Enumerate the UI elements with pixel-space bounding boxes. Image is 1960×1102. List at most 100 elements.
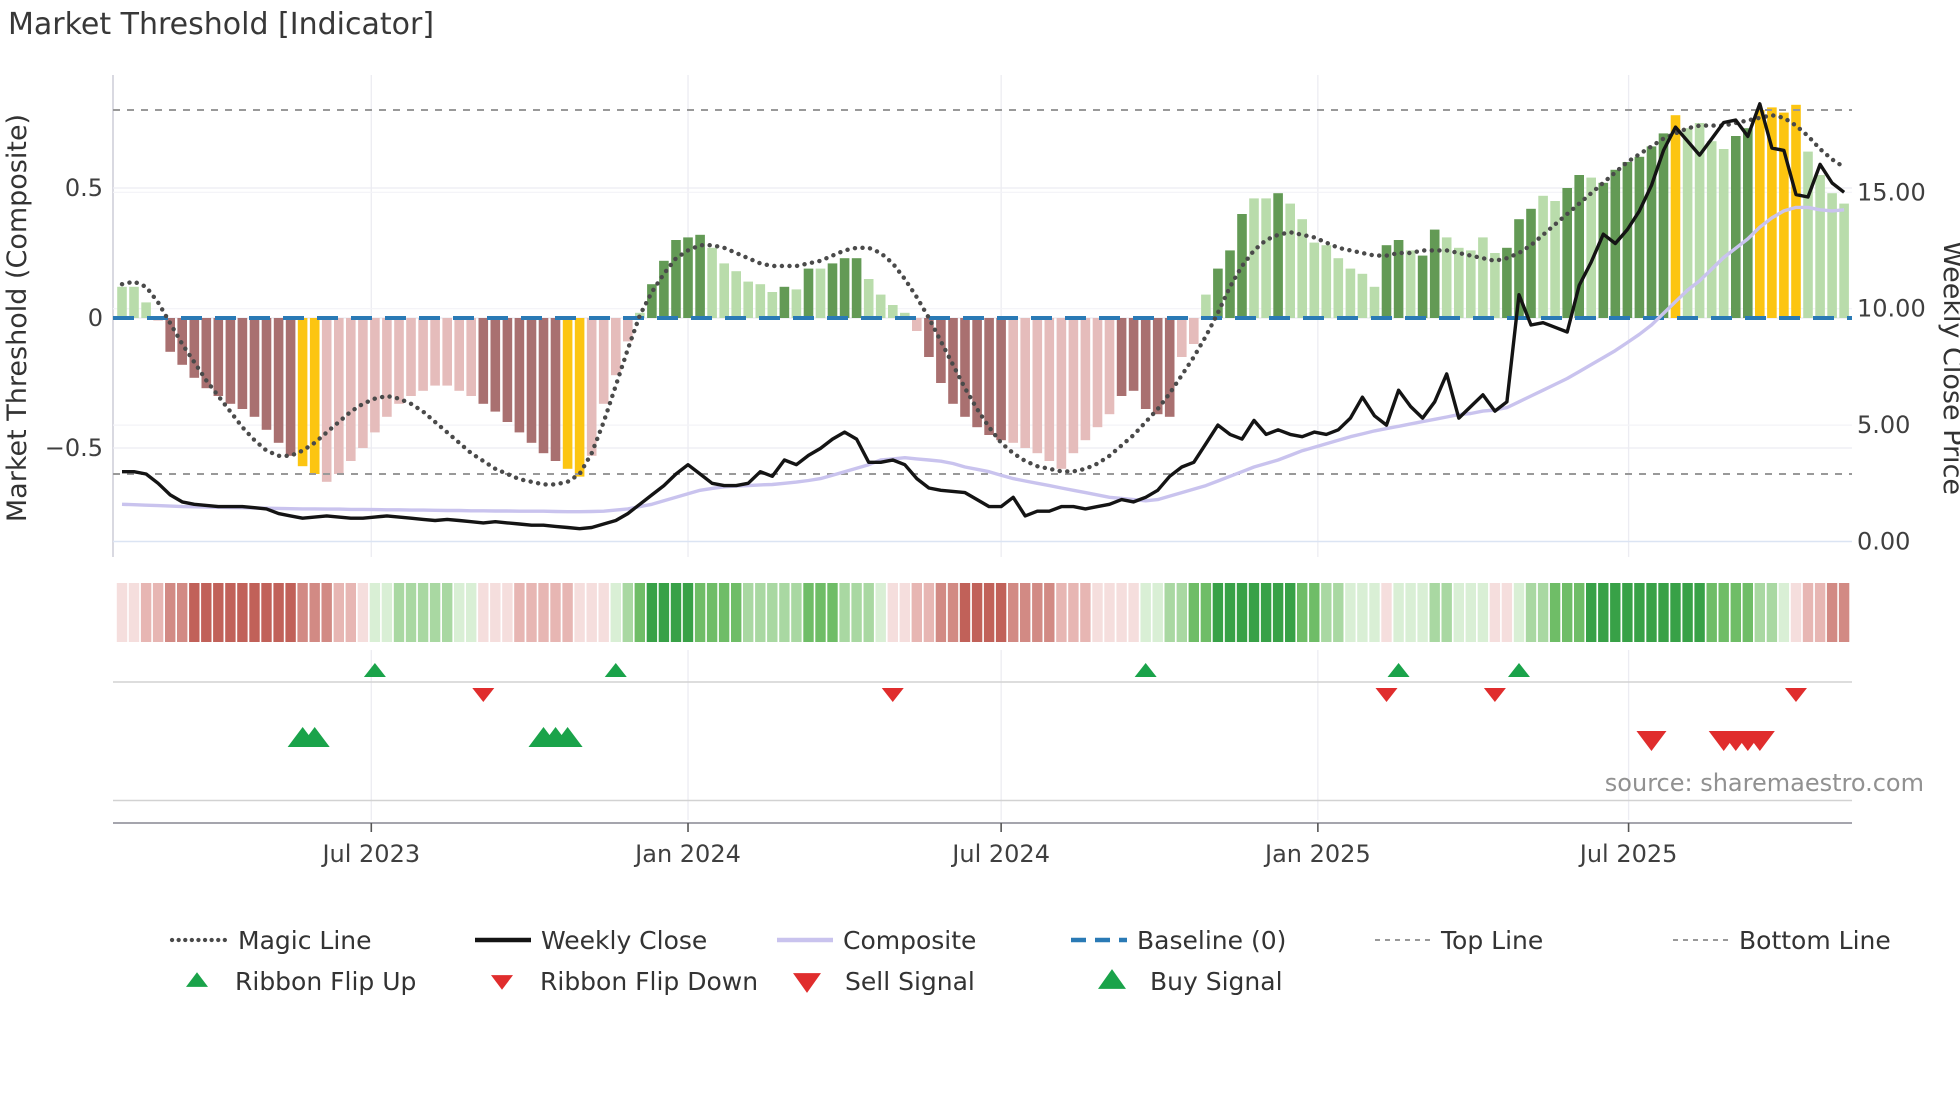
composite-bar: [285, 318, 296, 456]
composite-bar: [1357, 273, 1368, 318]
down-small-red-icon: [491, 975, 513, 990]
ribbon-cell: [321, 583, 332, 642]
ribbon-cell: [417, 583, 429, 642]
composite-bar: [623, 318, 633, 342]
composite-bar: [514, 318, 525, 433]
composite-bar: [129, 286, 139, 318]
composite-bar: [1743, 128, 1753, 318]
composite-bar: [827, 263, 838, 318]
composite-bar: [900, 312, 910, 318]
ribbon-cell: [670, 583, 682, 642]
composite-bar: [261, 318, 272, 430]
x-tick-label: Jul 2025: [1578, 840, 1678, 868]
ribbon-cell: [1092, 583, 1103, 642]
magic-line: [119, 112, 1847, 487]
composite-bar: [863, 279, 874, 318]
composite-line: [121, 205, 1845, 514]
buy-signal-marker: [299, 727, 330, 747]
ribbon-cell: [140, 583, 152, 642]
ribbon-cell: [466, 583, 477, 642]
ribbon-cell: [1140, 583, 1151, 642]
ribbon-cell: [1405, 583, 1416, 642]
composite-bar: [1622, 162, 1633, 318]
right-tick-label: 0.00: [1857, 528, 1910, 556]
legend-label: Buy Signal: [1150, 967, 1283, 996]
ribbon-cell: [923, 583, 935, 642]
weekly-close-line: [122, 102, 1846, 531]
ribbon-cell: [1248, 583, 1260, 642]
composite-bar: [888, 305, 898, 318]
ribbon-flip-up-marker: [363, 663, 386, 677]
ribbon-cell: [1032, 583, 1043, 642]
ribbon-cell: [1212, 583, 1224, 642]
legend-label: Magic Line: [238, 926, 372, 955]
composite-bar: [1490, 253, 1500, 318]
ribbon-cell: [755, 583, 766, 642]
composite-bar: [1008, 318, 1018, 443]
composite-bar: [1201, 294, 1211, 318]
composite-bar: [466, 318, 476, 396]
ribbon-cell: [1285, 583, 1296, 642]
composite-bar: [1429, 229, 1440, 318]
legend-label: Sell Signal: [845, 967, 975, 996]
ribbon-cell: [935, 583, 947, 642]
ribbon-cell: [694, 583, 706, 642]
composite-bar: [454, 318, 464, 391]
ribbon-cell: [237, 583, 248, 642]
ribbon-cell: [225, 583, 236, 642]
ribbon-cell: [189, 583, 200, 642]
legend-label: Top Line: [1440, 926, 1543, 955]
composite-bar: [1634, 156, 1645, 318]
ribbon-cell: [947, 583, 959, 642]
reference-lines: [113, 109, 1852, 475]
signal-marker-panel: [113, 663, 1852, 824]
composite-bar: [767, 292, 778, 318]
composite-bar: [611, 318, 621, 376]
left-axis-title: Market Threshold (Composite): [2, 114, 33, 522]
source-note: source: sharemaestro.com: [1605, 769, 1924, 797]
ribbon-cell: [1116, 583, 1127, 642]
ribbon-cell: [1826, 583, 1838, 642]
composite-bar: [707, 247, 717, 318]
ribbon-cell: [1429, 583, 1440, 642]
ribbon-cell: [971, 583, 983, 642]
composite-bar: [1478, 237, 1488, 318]
axis-ticks-and-labels: Jul 2023 Jan 2024 Jul 2024 Jan 2025 Jul 2025…: [45, 174, 1926, 868]
ribbon-cell: [1236, 583, 1248, 642]
overlay-line-series: [119, 102, 1847, 531]
composite-bar: [936, 318, 946, 383]
ribbon-cell: [1706, 583, 1717, 642]
composite-bar: [1779, 112, 1789, 318]
ribbon-cell: [1453, 583, 1464, 642]
composite-bar: [1116, 318, 1127, 396]
composite-bar: [141, 302, 151, 318]
ribbon-cell: [381, 583, 393, 642]
composite-bar: [1502, 247, 1512, 318]
left-tick-label: 0.5: [65, 174, 103, 202]
ribbon-cell: [1068, 583, 1079, 642]
composite-bar: [1405, 250, 1416, 318]
ribbon-cell: [791, 583, 802, 642]
ribbon-cell: [1441, 583, 1452, 642]
legend-label: Weekly Close: [541, 926, 707, 955]
composite-bar: [972, 318, 982, 428]
composite-bar: [586, 318, 597, 456]
ribbon-cell: [1152, 583, 1163, 642]
composite-bar: [1285, 203, 1295, 318]
composite-histogram: [117, 104, 1849, 482]
composite-bar: [598, 318, 609, 404]
composite-bar: [984, 318, 994, 435]
ribbon-cell: [514, 583, 525, 642]
ribbon-flip-down-marker: [881, 688, 904, 702]
ribbon-cell: [598, 583, 609, 642]
composite-bar: [201, 318, 212, 389]
legend-label: Ribbon Flip Up: [235, 967, 416, 996]
ribbon-cell: [574, 583, 585, 642]
ribbon-cell: [863, 583, 874, 642]
ribbon-cell: [995, 583, 1007, 642]
ribbon-cell: [1778, 583, 1790, 642]
ribbon-cell: [357, 583, 369, 642]
composite-bar: [1249, 198, 1259, 318]
ribbon-heatmap: [116, 583, 1850, 642]
ribbon-cell: [1610, 583, 1621, 642]
